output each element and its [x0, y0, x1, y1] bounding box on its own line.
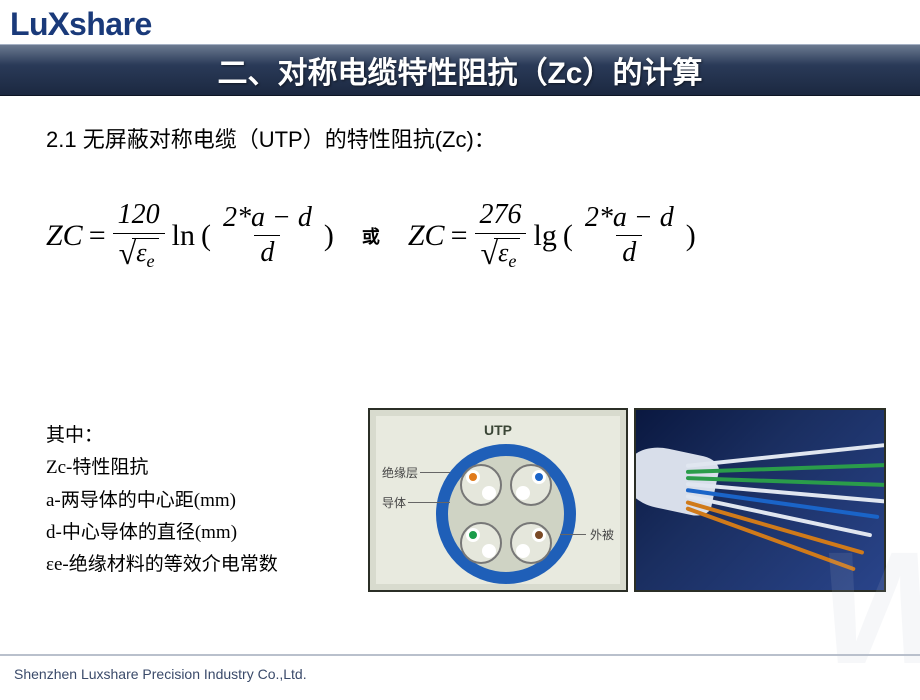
legend-block: 其中： Zc-特性阻抗 a-两导体的中心距(mm) d-中心导体的直径(mm) … [46, 420, 278, 581]
legend-l2: a-两导体的中心距(mm) [46, 485, 278, 517]
f1-func: ln [172, 219, 195, 253]
legend-l3: d-中心导体的直径(mm) [46, 517, 278, 549]
utp-diagram: UTP 绝缘层 导体 外被 [368, 408, 628, 592]
page-title: 二、对称电缆特性阻抗（Zc）的计算 [217, 48, 702, 92]
brand-logo: LuXshare [10, 6, 152, 43]
footer-text: Shenzhen Luxshare Precision Industry Co.… [14, 666, 307, 682]
formula-lg: ZC = 276 √εe lg ( 2*a − d d ) [408, 200, 696, 272]
f2-arg-num: 2*a − d [579, 203, 680, 236]
label-conductor: 导体 [382, 494, 406, 511]
f1-coef: 120 [112, 200, 166, 233]
label-jacket: 外被 [590, 526, 614, 543]
f2-arg-frac: 2*a − d d [579, 203, 680, 270]
legend-l4: εe-绝缘材料的等效介电常数 [46, 549, 278, 581]
f1-coef-frac: 120 √εe [112, 200, 166, 272]
title-bar: 二、对称电缆特性阻抗（Zc）的计算 [0, 44, 920, 96]
f1-arg-frac: 2*a − d d [217, 203, 318, 270]
section-subtitle: 2.1 无屏蔽对称电缆（UTP）的特性阻抗(Zc)： [46, 122, 496, 154]
f1-arg-den: d [254, 235, 280, 269]
f2-arg-den: d [616, 235, 642, 269]
f1-lhs: ZC [46, 219, 83, 253]
formula-row: ZC = 120 √εe ln ( 2*a − d d ) 或 ZC = 276… [46, 200, 876, 272]
f2-lhs: ZC [408, 219, 445, 253]
f1-arg-num: 2*a − d [217, 203, 318, 236]
f2-coef-frac: 276 √εe [474, 200, 528, 272]
diagram-title: UTP [484, 422, 512, 438]
legend-header: 其中： [46, 420, 278, 452]
f2-func: lg [534, 219, 557, 253]
cable-jacket-ring [436, 444, 576, 584]
f2-coef: 276 [474, 200, 528, 233]
label-insulation: 绝缘层 [382, 464, 418, 481]
legend-l1: Zc-特性阻抗 [46, 452, 278, 484]
or-separator: 或 [362, 223, 380, 249]
formula-ln: ZC = 120 √εe ln ( 2*a − d d ) [46, 200, 334, 272]
cable-photo [634, 408, 886, 592]
footer-divider [0, 654, 920, 656]
